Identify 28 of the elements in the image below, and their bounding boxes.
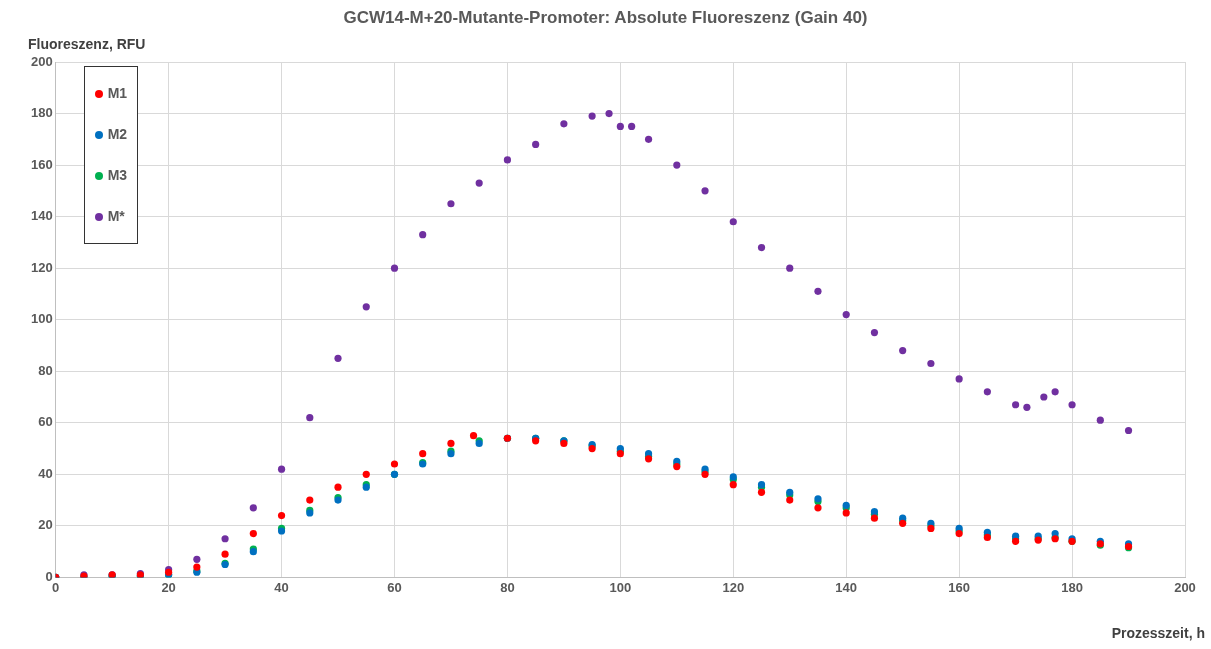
y-tick-label: 60 [38, 414, 53, 430]
x-tick-label: 160 [948, 579, 970, 595]
x-tick-label: 140 [835, 579, 858, 595]
y-tick-label: 180 [30, 105, 53, 121]
legend-label: M1 [106, 84, 128, 103]
y-tick-label: 140 [30, 208, 53, 224]
x-tick-label: 100 [609, 579, 632, 595]
x-tick-label: 80 [500, 579, 515, 595]
x-tick-label: 120 [722, 579, 745, 595]
x-tick-label: 20 [161, 579, 176, 595]
legend-label: M3 [106, 166, 128, 185]
y-tick-label: 100 [30, 311, 53, 327]
x-tick-label: 40 [274, 579, 289, 595]
y-tick-label: 80 [38, 362, 53, 378]
y-axis-title: Fluoreszenz, RFU [28, 36, 146, 52]
y-tick-label: 0 [45, 568, 53, 584]
x-tick-label: 180 [1061, 579, 1083, 595]
y-tick-label: 40 [38, 465, 53, 481]
legend-label: M* [106, 207, 126, 226]
y-tick-label: 120 [30, 259, 53, 275]
y-tick-label: 20 [38, 517, 53, 533]
x-tick-label: 60 [387, 579, 402, 595]
legend-label: M2 [106, 125, 128, 144]
y-tick-label: 200 [30, 53, 53, 69]
x-tick-label: 200 [1174, 579, 1196, 595]
x-axis-title: Prozesszeit, h [1111, 625, 1205, 641]
chart-title: GCW14-M+20-Mutante-Promoter: Absolute Fluoreszenz (Gain 40) [342, 8, 869, 28]
y-tick-label: 160 [30, 156, 53, 172]
